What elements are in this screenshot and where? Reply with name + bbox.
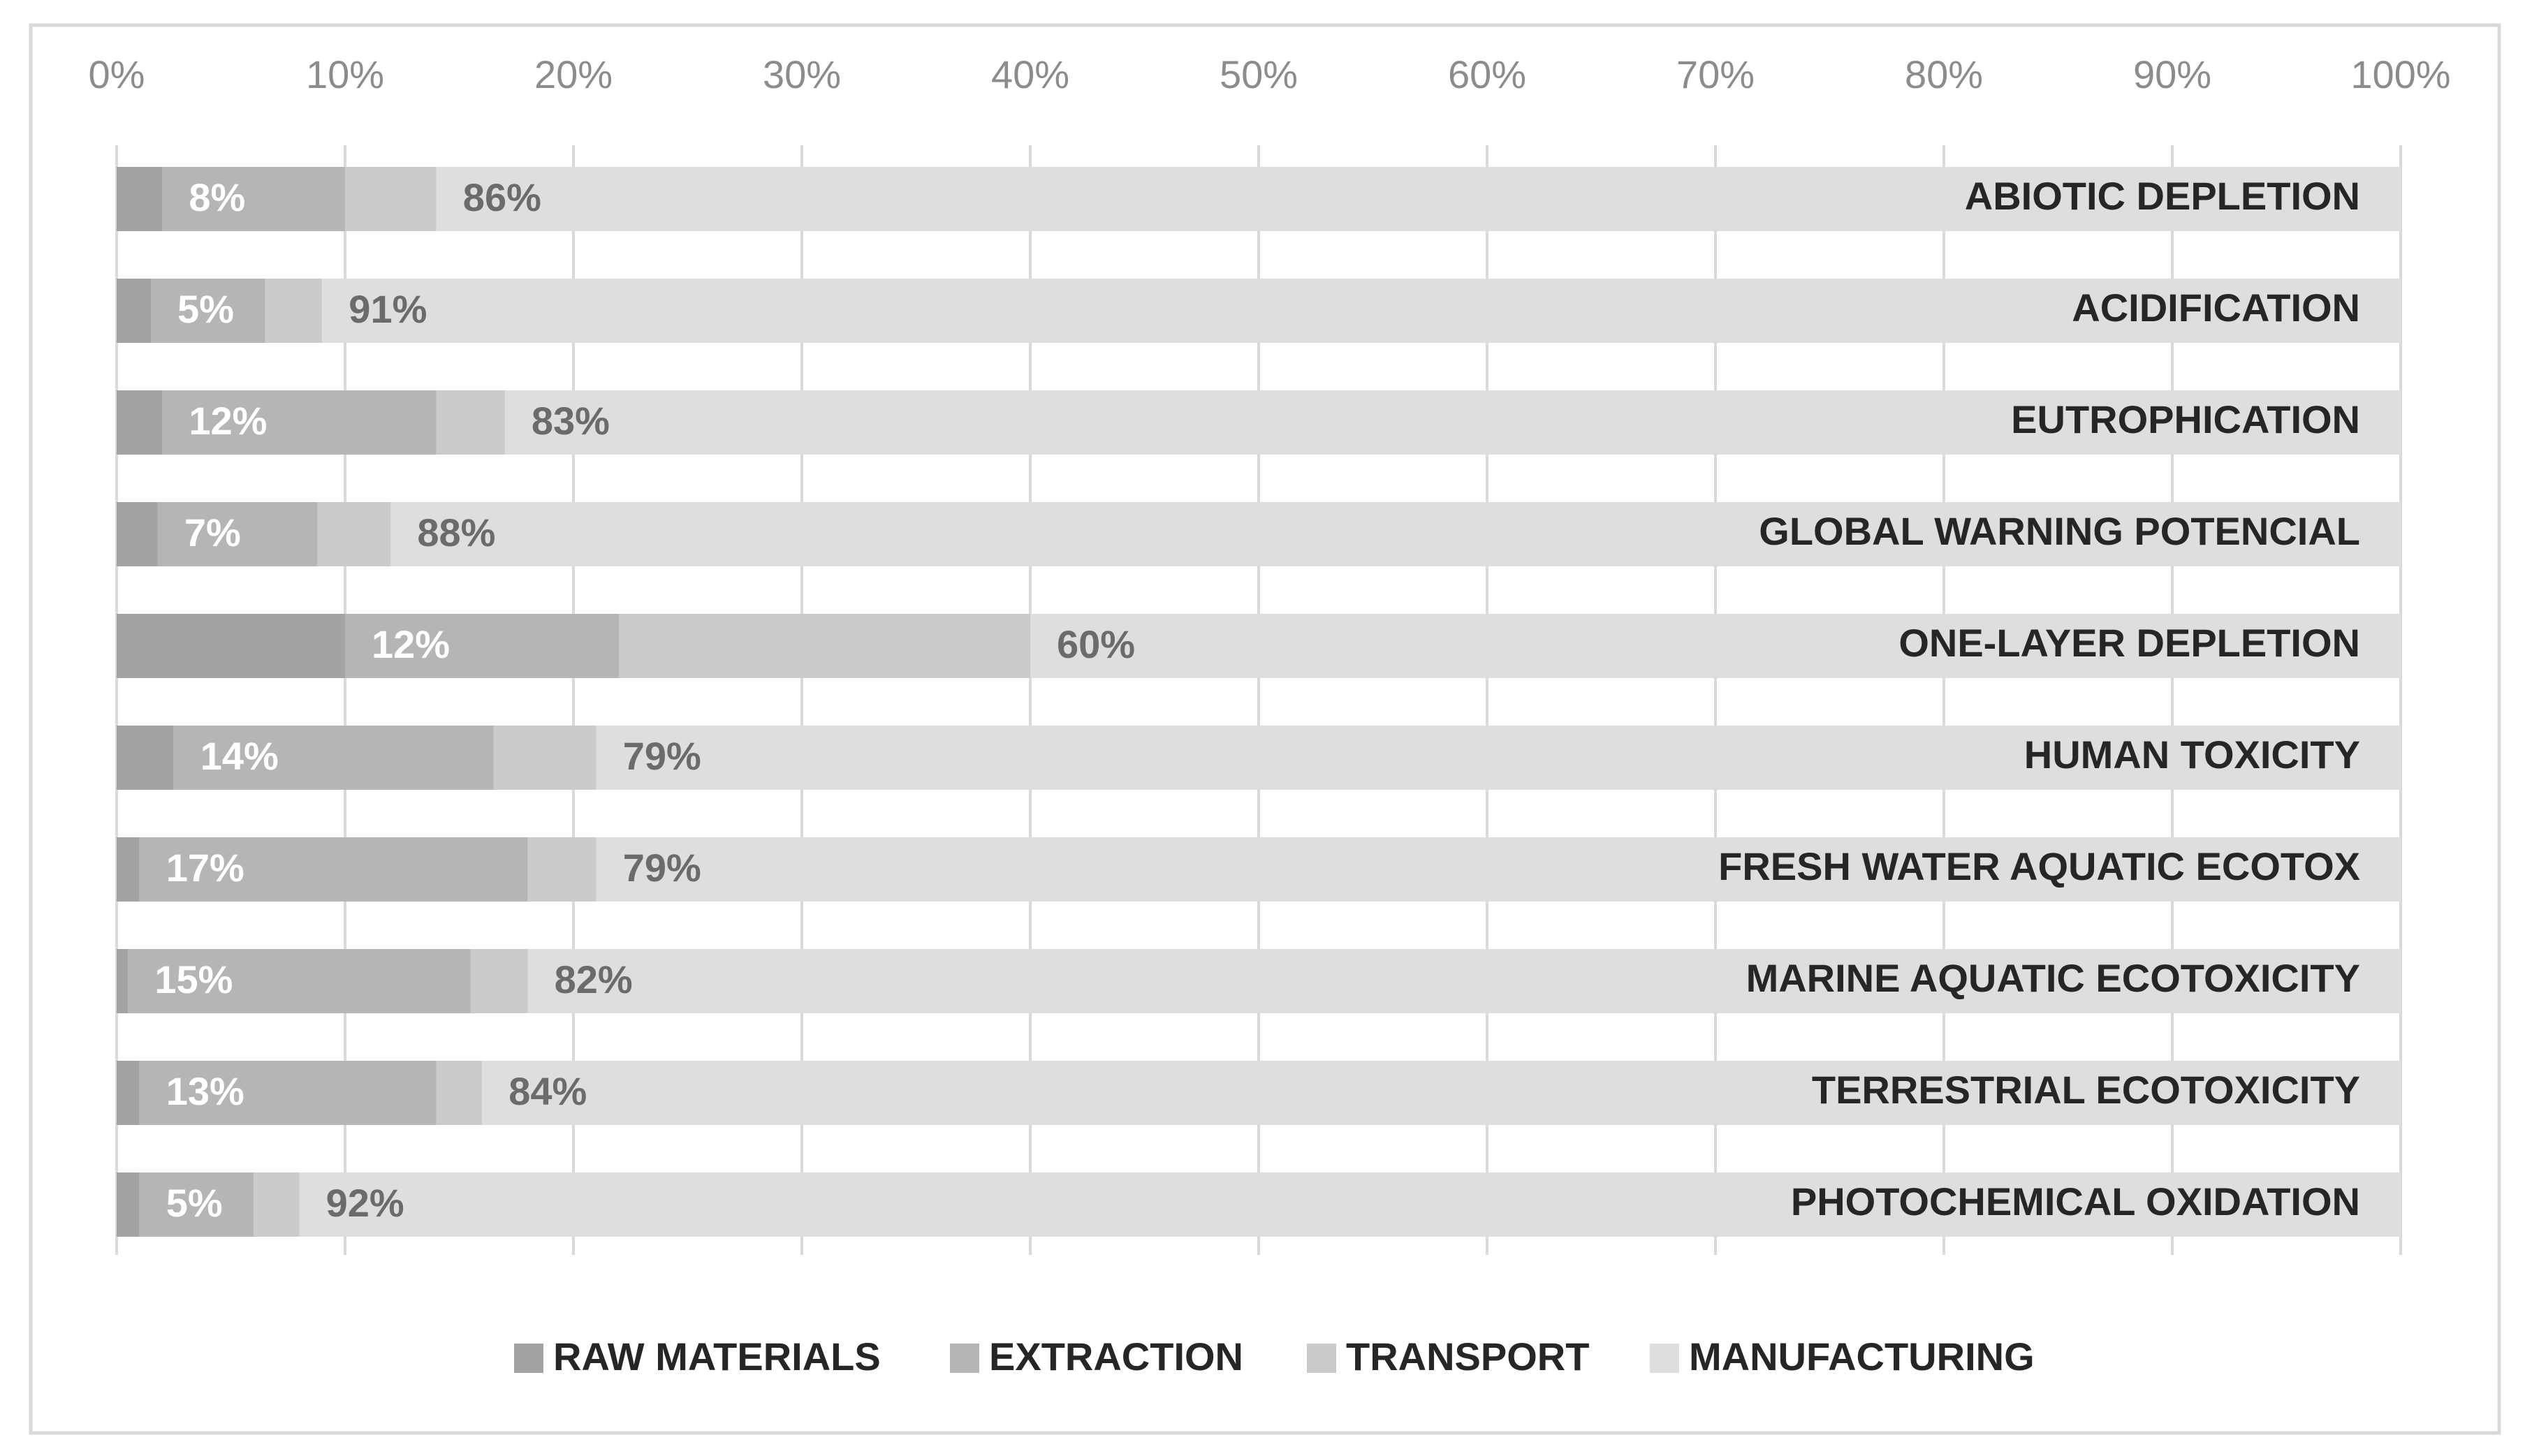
data-label: 79% [623, 846, 701, 890]
legend-swatch [1650, 1344, 1679, 1373]
data-label: 14% [200, 734, 279, 778]
bar-segment [436, 167, 2401, 231]
bar-segment [151, 279, 265, 343]
data-label: 13% [166, 1069, 244, 1113]
bar-segment [527, 837, 597, 902]
category-label: FRESH WATER AQUATIC ECOTOX [1718, 844, 2360, 888]
bar-segment [117, 390, 163, 455]
category-label: ONE-LAYER DEPLETION [1898, 621, 2360, 665]
x-tick-label: 10% [306, 52, 384, 96]
x-tick-label: 60% [1448, 52, 1526, 96]
x-tick-label: 0% [89, 52, 145, 96]
bar-segment [390, 502, 2401, 566]
legend-label: RAW MATERIALS [553, 1334, 881, 1378]
bar-segment [139, 1172, 254, 1237]
bar-segment [596, 726, 2401, 790]
data-label: 12% [189, 399, 267, 443]
data-label: 83% [532, 399, 610, 443]
bar-segment [128, 949, 471, 1013]
legend-label: EXTRACTION [989, 1334, 1243, 1378]
x-tick-label: 70% [1676, 52, 1755, 96]
category-label: ABIOTIC DEPLETION [1965, 174, 2360, 218]
bar-segment [117, 726, 174, 790]
bar-segment [504, 390, 2401, 455]
legend-swatch [514, 1344, 543, 1373]
bar-segment [117, 167, 163, 231]
bar-segment [162, 390, 437, 455]
bar-segment [322, 279, 2401, 343]
bar-segment [117, 949, 129, 1013]
data-label: 15% [154, 957, 233, 1001]
data-label: 79% [623, 734, 701, 778]
category-label: GLOBAL WARNING POTENCIAL [1759, 509, 2360, 553]
x-tick-label: 50% [1220, 52, 1298, 96]
category-label: EUTROPHICATION [2011, 397, 2360, 441]
bar-segment [1030, 614, 2401, 678]
x-tick-label: 80% [1905, 52, 1983, 96]
x-tick-label: 20% [534, 52, 613, 96]
legend-label: MANUFACTURING [1689, 1334, 2035, 1378]
bar-segment [117, 614, 345, 678]
data-label: 84% [508, 1069, 587, 1113]
data-label: 92% [326, 1181, 404, 1225]
bar-segment [254, 1172, 300, 1237]
data-label: 91% [349, 287, 427, 331]
data-label: 82% [555, 957, 633, 1001]
data-label: 60% [1057, 622, 1135, 666]
x-tick-label: 40% [991, 52, 1069, 96]
bar-segment [482, 1061, 2401, 1125]
category-label: TERRESTRIAL ECOTOXICITY [1812, 1068, 2360, 1112]
legend-swatch [950, 1344, 979, 1373]
x-tick-label: 30% [763, 52, 841, 96]
data-label: 5% [177, 287, 234, 331]
category-label: ACIDIFICATION [2072, 286, 2360, 330]
bar-segment [117, 279, 152, 343]
data-label: 12% [372, 622, 450, 666]
bar-segment [493, 726, 597, 790]
data-label: 88% [417, 510, 495, 554]
x-tick-label: 90% [2133, 52, 2211, 96]
bar-segment [317, 502, 391, 566]
data-label: 17% [166, 846, 244, 890]
legend-label: TRANSPORT [1346, 1334, 1589, 1378]
bar-segment [596, 837, 2401, 902]
bar-segment [299, 1172, 2401, 1237]
bar-segment [157, 502, 318, 566]
data-label: 8% [189, 175, 245, 219]
bar-segment [436, 1061, 483, 1125]
bar-segment [139, 1061, 437, 1125]
bar-segment [139, 837, 528, 902]
bar-segment [117, 1172, 140, 1237]
bar-segment [117, 502, 158, 566]
data-label: 7% [184, 510, 241, 554]
bar-segment [470, 949, 528, 1013]
bar-segment [117, 837, 140, 902]
category-label: PHOTOCHEMICAL OXIDATION [1791, 1179, 2360, 1223]
legend-swatch [1307, 1344, 1336, 1373]
category-label: HUMAN TOXICITY [2024, 733, 2360, 777]
bar-segment [117, 1061, 140, 1125]
bar-segment [162, 167, 345, 231]
bar-segment [345, 614, 620, 678]
bar-segment [265, 279, 323, 343]
data-label: 86% [463, 175, 541, 219]
bar-segment [527, 949, 2401, 1013]
bar-segment [619, 614, 1030, 678]
bar-segment [436, 390, 505, 455]
bar-segment [173, 726, 494, 790]
data-label: 5% [166, 1181, 223, 1225]
x-tick-label: 100% [2350, 52, 2450, 96]
category-label: MARINE AQUATIC ECOTOXICITY [1746, 956, 2360, 1000]
bar-segment [345, 167, 437, 231]
